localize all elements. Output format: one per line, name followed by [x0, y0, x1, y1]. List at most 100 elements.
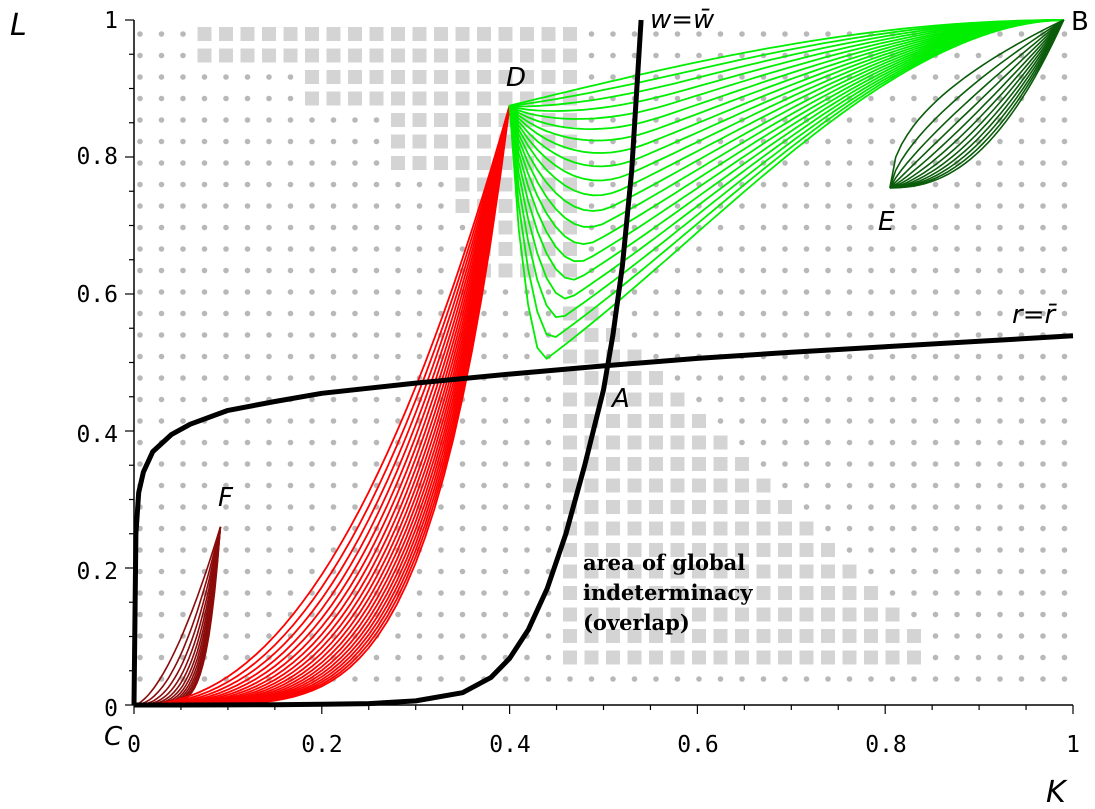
- grid-dot: [911, 353, 917, 360]
- grid-dot: [395, 203, 401, 209]
- grid-dot: [244, 633, 251, 639]
- grid-dot: [610, 181, 616, 188]
- grid-dot: [137, 203, 143, 209]
- overlap-square: [649, 521, 663, 536]
- grid-dot: [1061, 160, 1068, 166]
- grid-dot: [954, 353, 960, 360]
- grid-dot: [975, 547, 982, 553]
- grid-dot: [438, 504, 444, 510]
- grid-dot: [975, 396, 982, 403]
- grid-dot: [524, 547, 530, 553]
- overlap-square: [756, 500, 771, 514]
- grid-dot: [868, 203, 874, 209]
- grid-dot: [932, 504, 939, 510]
- overlap-square: [477, 48, 491, 63]
- overlap-square: [627, 478, 642, 493]
- curve-D-upper-3: [509, 19, 1064, 112]
- grid-dot: [244, 74, 251, 80]
- grid-dot: [782, 375, 788, 381]
- grid-dot: [825, 504, 831, 510]
- grid-dot: [954, 590, 960, 596]
- grid-dot: [846, 525, 853, 532]
- grid-dot: [287, 310, 294, 317]
- grid-dot: [223, 375, 229, 381]
- grid-dot: [309, 310, 315, 317]
- grid-dot: [180, 74, 186, 80]
- overlap-square: [756, 478, 771, 493]
- grid-dot: [287, 246, 294, 252]
- grid-dot: [244, 418, 251, 424]
- grid-dot: [545, 547, 552, 553]
- grid-dot: [932, 181, 939, 188]
- grid-dot: [545, 375, 552, 381]
- grid-dot: [137, 181, 143, 188]
- grid-dot: [846, 289, 853, 295]
- grid-dot: [352, 676, 358, 682]
- grid-dot: [481, 418, 487, 424]
- grid-dot: [803, 31, 810, 37]
- y-tick-4: 0.8: [76, 144, 118, 170]
- grid-dot: [502, 676, 509, 682]
- grid-dot: [223, 138, 229, 145]
- y-axis-title: L: [10, 8, 27, 43]
- grid-dot: [416, 181, 423, 188]
- overlap-square: [584, 607, 599, 622]
- grid-dot: [395, 353, 401, 360]
- grid-dot: [330, 439, 337, 446]
- overlap-square: [778, 607, 792, 622]
- grid-dot: [932, 267, 939, 274]
- overlap-square: [649, 650, 663, 665]
- grid-dot: [932, 203, 939, 209]
- grid-dot: [244, 525, 251, 532]
- overlap-region: [197, 27, 921, 665]
- grid-dot: [1018, 31, 1025, 37]
- overlap-square: [670, 586, 685, 600]
- grid-dot: [395, 289, 401, 295]
- curve-E-10: [889, 19, 1065, 189]
- grid-dot: [309, 160, 315, 166]
- grid-dot: [911, 525, 917, 532]
- overlap-square: [627, 607, 642, 622]
- grid-dot: [739, 289, 745, 295]
- grid-dot: [545, 461, 552, 467]
- grid-dot: [1040, 418, 1046, 424]
- grid-dot: [180, 439, 186, 446]
- grid-dot: [330, 203, 337, 209]
- grid-dot: [696, 396, 702, 403]
- overlap-square: [563, 349, 577, 364]
- grid-dot: [395, 676, 401, 682]
- grid-dot: [309, 482, 315, 489]
- grid-dot: [545, 482, 552, 489]
- label-point-E: E: [878, 207, 895, 237]
- grid-dot: [502, 396, 509, 403]
- grid-dot: [459, 246, 466, 252]
- overlap-square: [283, 48, 298, 63]
- grid-dot: [846, 353, 853, 360]
- x-axis-title: K: [1046, 775, 1068, 809]
- grid-dot: [266, 353, 272, 360]
- grid-dot: [1018, 590, 1025, 596]
- grid-dot: [825, 418, 831, 424]
- grid-dot: [760, 310, 767, 317]
- grid-dot: [825, 482, 831, 489]
- grid-dot: [975, 418, 982, 424]
- grid-dot: [180, 310, 186, 317]
- overlap-square: [799, 564, 814, 579]
- grid-dot: [631, 246, 638, 252]
- grid-dot: [180, 181, 186, 188]
- grid-dot: [330, 332, 337, 338]
- grid-dot: [158, 482, 165, 489]
- grid-dot: [481, 461, 487, 467]
- grid-dot: [1061, 568, 1068, 575]
- overlap-square: [477, 27, 491, 41]
- grid-dot: [954, 611, 960, 618]
- grid-dot: [717, 310, 724, 317]
- grid-dot: [352, 203, 358, 209]
- overlap-square: [842, 650, 857, 665]
- grid-dot: [180, 568, 186, 575]
- overlap-square: [606, 457, 620, 471]
- overlap-square: [584, 392, 599, 407]
- overlap-square: [434, 70, 448, 84]
- grid-dot: [932, 375, 939, 381]
- grid-dot: [803, 224, 810, 231]
